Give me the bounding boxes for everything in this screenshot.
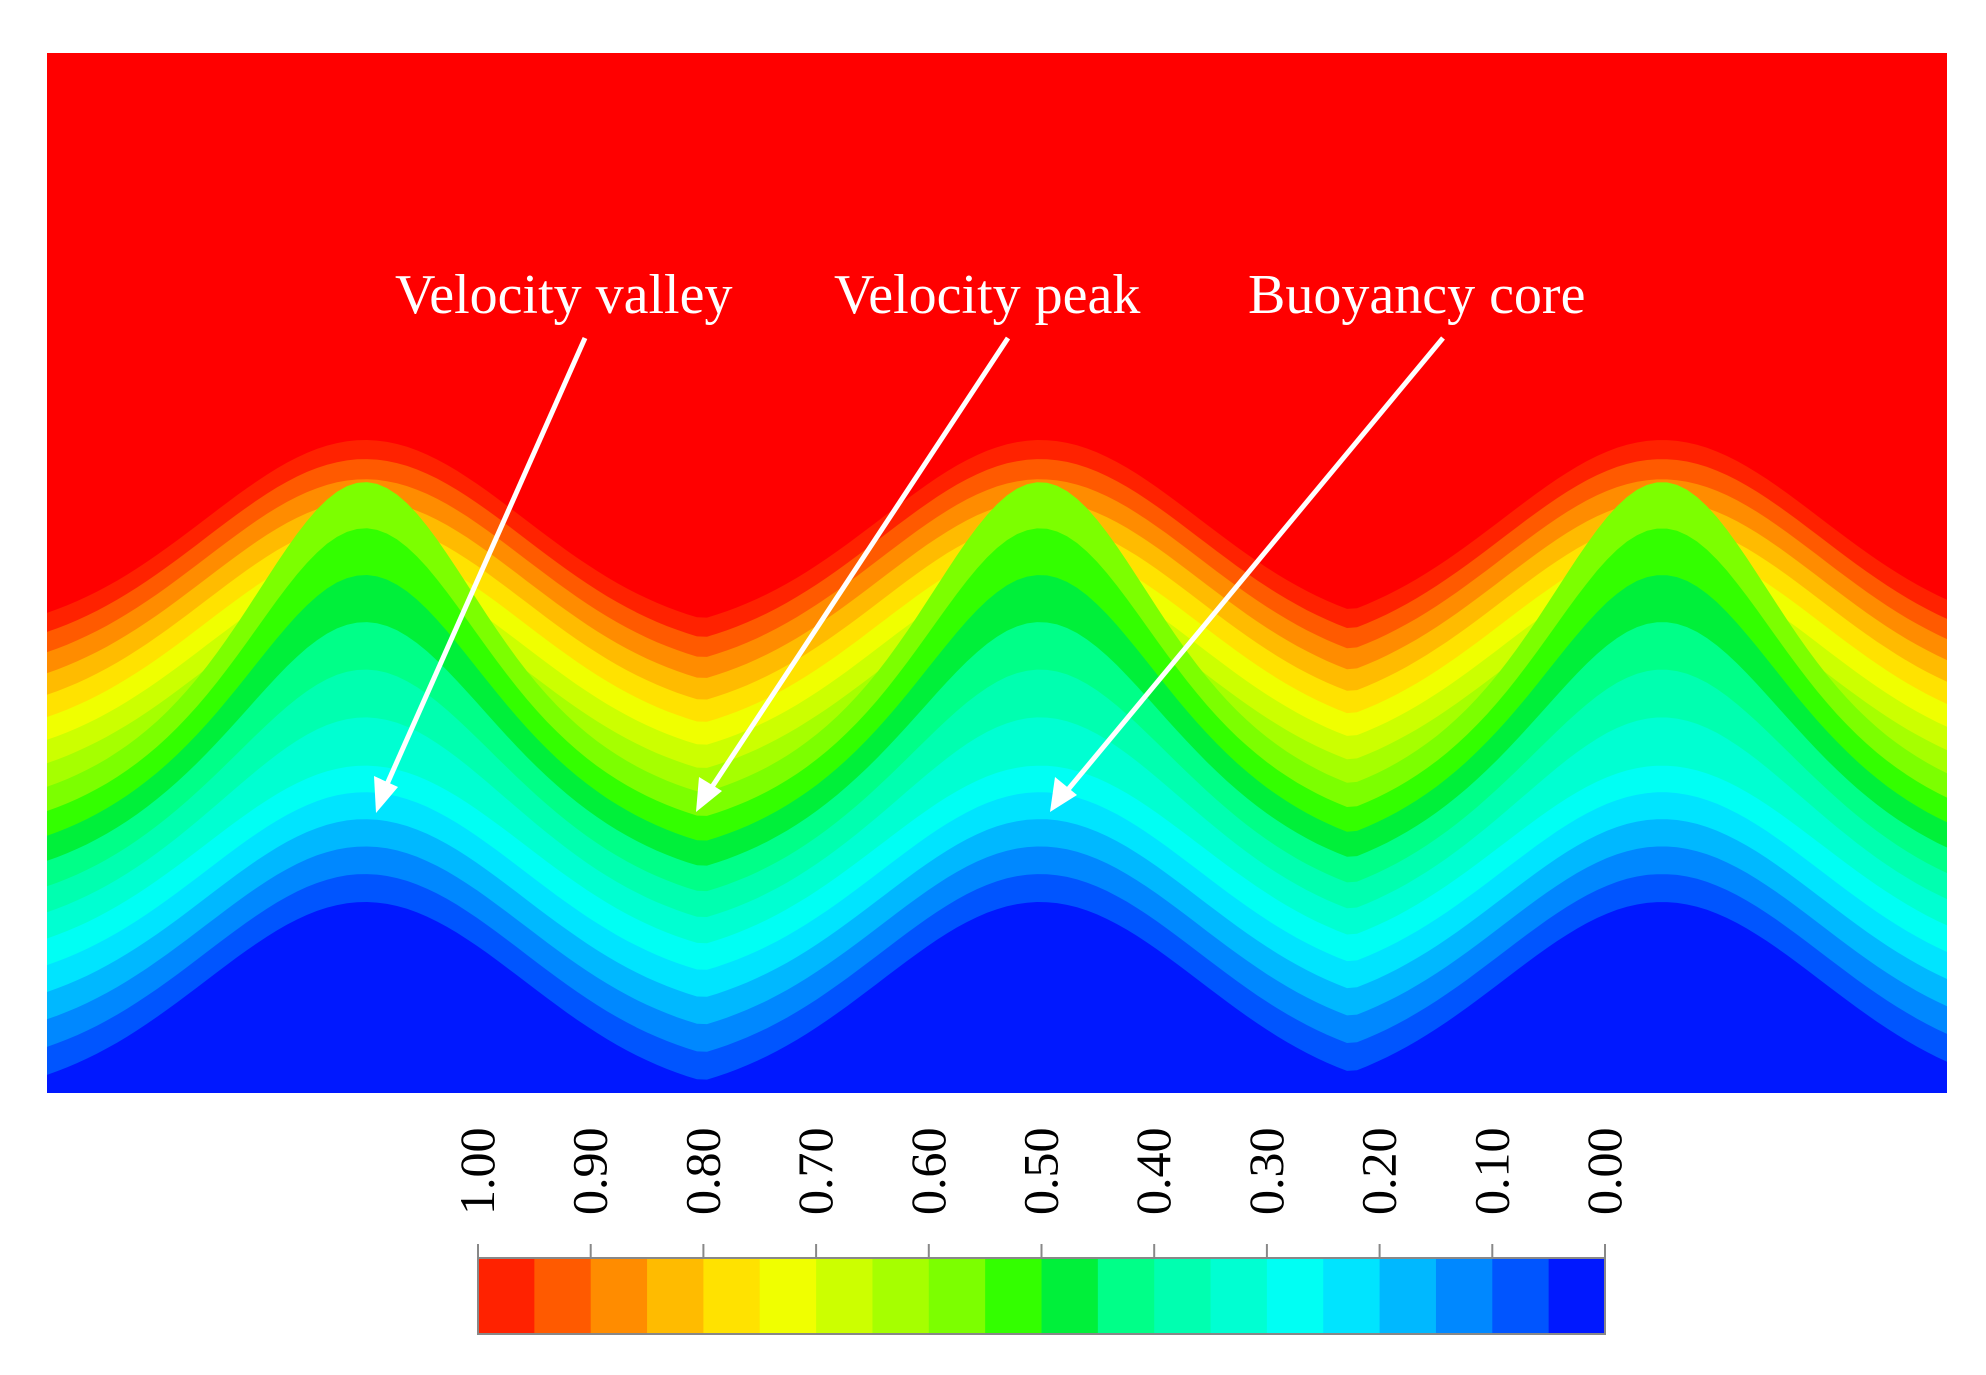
annotation-label-buoyancy-core: Buoyancy core	[1248, 264, 1585, 326]
colorbar-tick-label: 0.70	[787, 1128, 843, 1216]
colorbar-tick-label: 0.00	[1576, 1128, 1632, 1216]
colorbar-cell	[1435, 1258, 1493, 1334]
colorbar-cell	[1492, 1258, 1550, 1334]
colorbar-cell	[759, 1258, 817, 1334]
colorbar-tick-label: 1.00	[449, 1128, 505, 1216]
colorbar-cell	[872, 1258, 930, 1334]
annotations: Velocity valley Velocity peak Buoyancy c…	[374, 264, 1585, 813]
colorbar: 1.00 0.90 0.80 0.70 0.60 0.50 0.40 0.30 0.20 0.10…	[449, 1128, 1632, 1335]
colorbar-cell	[1266, 1258, 1324, 1334]
contour-band-19	[47, 902, 1947, 1093]
colorbar-cell	[1041, 1258, 1099, 1334]
annotation-arrow-velocity-peak	[696, 336, 1011, 812]
colorbar-tick-label: 0.30	[1238, 1128, 1294, 1216]
colorbar-cell	[1379, 1258, 1437, 1334]
colorbar-cell	[703, 1258, 761, 1334]
colorbar-ticks: 1.00 0.90 0.80 0.70 0.60 0.50 0.40 0.30 0.20 0.10…	[449, 1128, 1632, 1258]
colorbar-cell	[1548, 1258, 1606, 1334]
colorbar-cell	[816, 1258, 874, 1334]
annotation-label-velocity-valley: Velocity valley	[395, 264, 732, 326]
colorbar-cell	[1097, 1258, 1155, 1334]
colorbar-cell	[478, 1258, 535, 1334]
colorbar-cell	[1323, 1258, 1381, 1334]
colorbar-cell	[985, 1258, 1043, 1334]
annotation-arrow-buoyancy-core	[1050, 336, 1445, 812]
colorbar-tick-label: 0.10	[1463, 1128, 1519, 1216]
colorbar-tick-label: 0.20	[1351, 1128, 1407, 1216]
colorbar-tick-label: 0.90	[562, 1128, 618, 1216]
annotation-label-velocity-peak: Velocity peak	[834, 264, 1140, 326]
contour-layers	[47, 440, 1947, 1093]
colorbar-tick-label: 0.50	[1013, 1128, 1069, 1216]
colorbar-cell	[1154, 1258, 1212, 1334]
colorbar-cell	[590, 1258, 648, 1334]
colorbar-cell	[647, 1258, 704, 1334]
colorbar-cells	[478, 1258, 1606, 1334]
colorbar-cell	[1210, 1258, 1268, 1334]
annotation-arrow-velocity-valley	[374, 336, 588, 813]
colorbar-cell	[928, 1258, 986, 1334]
colorbar-cell	[534, 1258, 592, 1334]
contour-plot	[47, 53, 1947, 1093]
colorbar-tick-label: 0.40	[1125, 1128, 1181, 1216]
colorbar-tick-label: 0.60	[900, 1128, 956, 1216]
colorbar-tick-label: 0.80	[674, 1128, 730, 1216]
